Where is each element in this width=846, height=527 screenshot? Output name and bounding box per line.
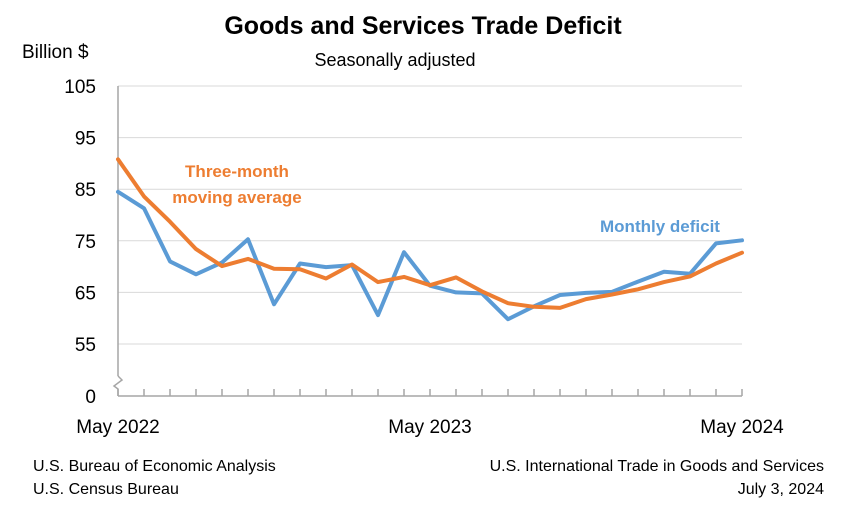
series-lines	[116, 157, 744, 322]
gridlines	[118, 85, 742, 345]
y-tick-label-75: 75	[75, 232, 96, 253]
y-tick-labels: 0 55 65 75 85 95 105	[64, 77, 96, 408]
chart-title: Goods and Services Trade Deficit	[224, 12, 622, 40]
footer-source-line-2: U.S. Census Bureau	[33, 481, 179, 498]
footer-release-line-1: U.S. International Trade in Goods and Se…	[489, 458, 824, 475]
y-tick-label-65: 65	[75, 283, 96, 304]
y-tick-label-85: 85	[75, 180, 96, 201]
x-ticks	[117, 389, 743, 396]
moving-average-annotation-line-2: moving average	[172, 188, 301, 207]
x-tick-labels: May 2022 May 2023 May 2024	[76, 417, 784, 438]
y-tick-label-95: 95	[75, 129, 96, 150]
y-tick-label-55: 55	[75, 335, 96, 356]
monthly-deficit-annotation: Monthly deficit	[600, 217, 720, 236]
moving-average-annotation-line-1: Three-month	[185, 162, 289, 181]
footer-source: U.S. Bureau of Economic Analysis U.S. Ce…	[33, 455, 276, 501]
series-annotations: Three-month moving average Monthly deficit	[172, 162, 720, 236]
y-tick-label-105: 105	[64, 77, 96, 98]
x-tick-label: May 2022	[76, 417, 159, 438]
footer-source-line-1: U.S. Bureau of Economic Analysis	[33, 458, 276, 475]
x-tick-label: May 2023	[388, 417, 471, 438]
footer-release-line-2: July 3, 2024	[737, 481, 824, 498]
x-tick-label: May 2024	[700, 417, 784, 438]
monthly-deficit-line	[116, 189, 744, 322]
y-axis-unit-label: Billion $	[22, 42, 89, 63]
chart-subtitle: Seasonally adjusted	[314, 50, 476, 70]
footer-release: U.S. International Trade in Goods and Se…	[490, 455, 824, 501]
y-tick-label-0: 0	[85, 387, 96, 408]
moving-average-line	[116, 157, 744, 310]
